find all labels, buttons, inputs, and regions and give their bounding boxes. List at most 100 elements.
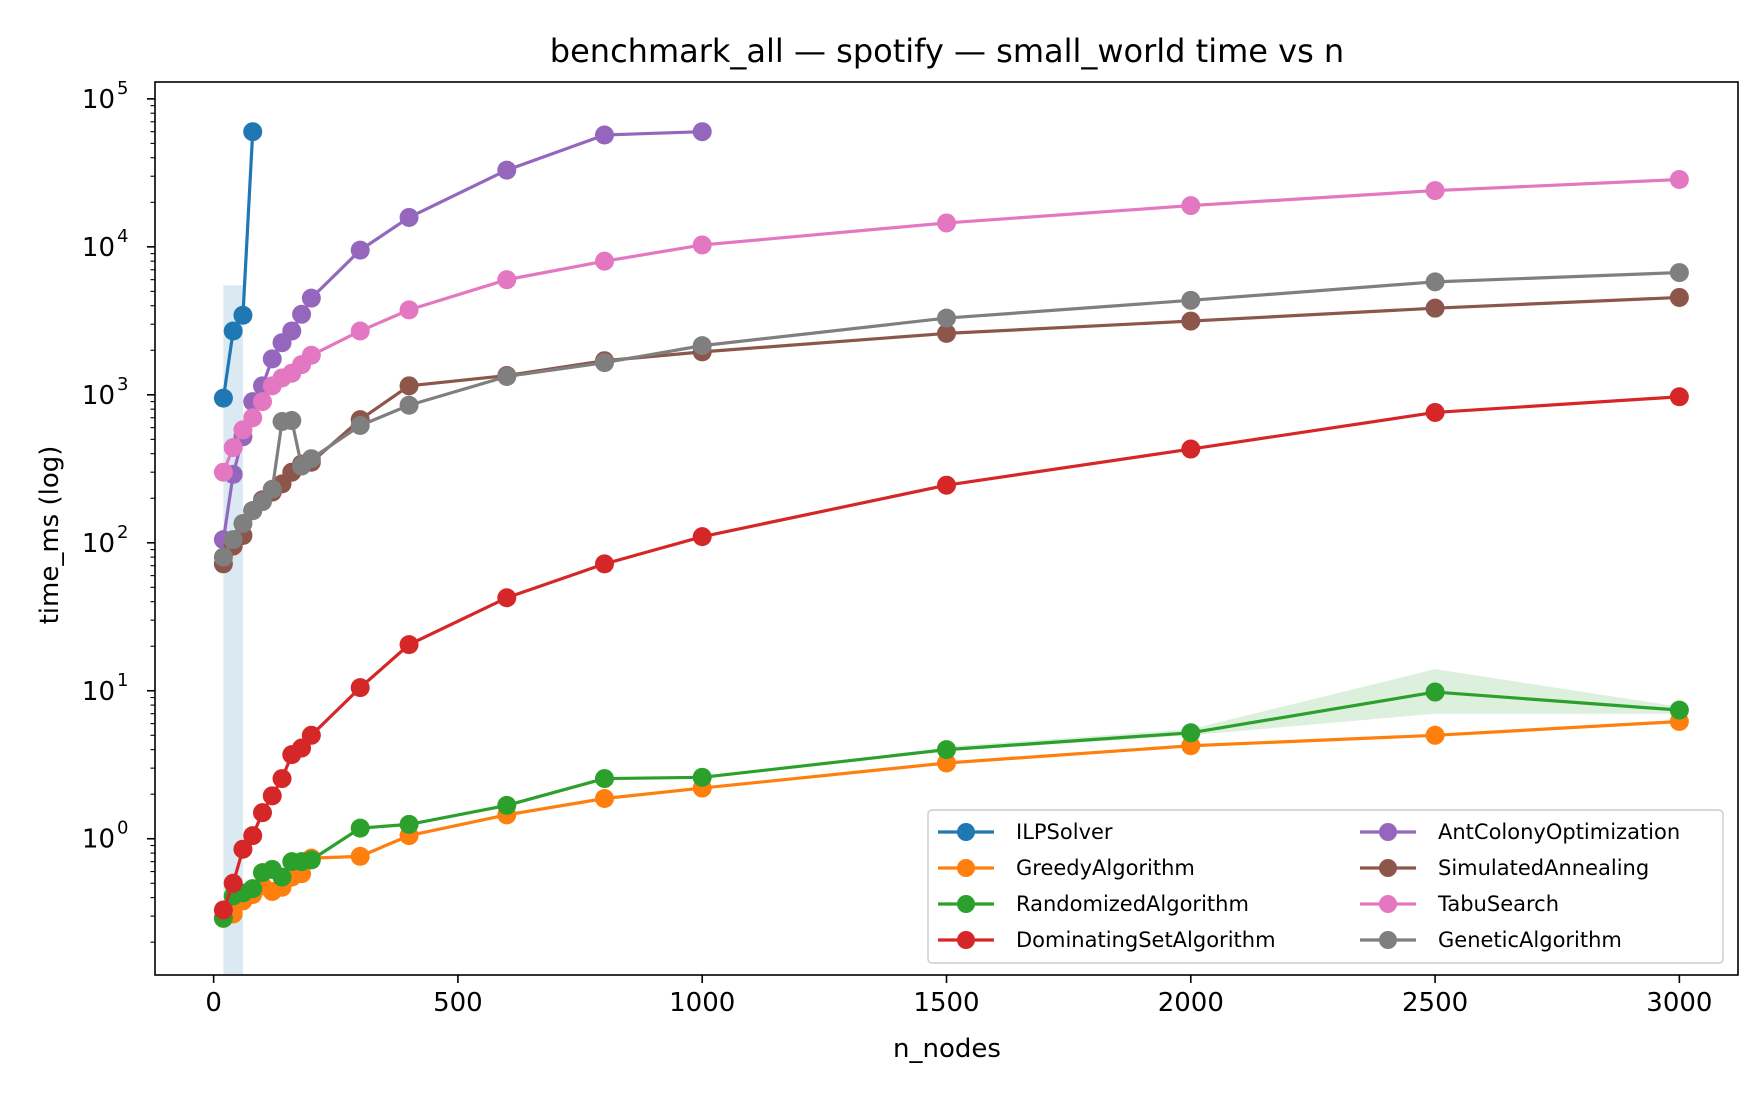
data-point-AntColonyOptimization [594,125,614,145]
data-point-RandomizedAlgorithm [350,818,370,838]
data-point-AntColonyOptimization [262,349,282,369]
x-tick-label: 1500 [913,988,979,1018]
legend-marker [1379,931,1397,949]
series-TabuSearch [213,170,1689,482]
x-tick-label: 3000 [1646,988,1712,1018]
data-point-GreedyAlgorithm [594,789,614,809]
data-point-AntColonyOptimization [350,240,370,260]
series-ILPSolver [213,122,263,408]
data-point-DominatingSetAlgorithm [937,475,956,495]
data-point-DominatingSetAlgorithm [399,635,419,655]
data-point-GeneticAlgorithm [497,366,517,386]
legend-label: AntColonyOptimization [1438,820,1680,844]
data-point-RandomizedAlgorithm [937,740,956,760]
legend-item-GreedyAlgorithm: GreedyAlgorithm [938,856,1195,880]
data-point-TabuSearch [213,462,233,482]
legend-item-RandomizedAlgorithm: RandomizedAlgorithm [938,892,1249,916]
data-point-AntColonyOptimization [399,207,419,227]
x-tick-label: 1000 [669,988,735,1018]
data-point-ILPSolver [243,122,263,142]
data-point-ILPSolver [213,388,233,408]
data-point-GeneticAlgorithm [692,336,712,356]
data-point-RandomizedAlgorithm [399,814,419,834]
data-point-DominatingSetAlgorithm [243,826,263,846]
data-point-DominatingSetAlgorithm [1181,439,1201,459]
data-point-ILPSolver [233,305,253,325]
series-layer [213,122,1689,928]
y-tick-label: 10 [82,825,115,855]
chart-title: benchmark_all — spotify — small_world ti… [550,32,1344,70]
data-point-DominatingSetAlgorithm [1425,402,1445,422]
legend-marker [1379,823,1397,841]
data-point-RandomizedAlgorithm [692,767,712,787]
data-point-GeneticAlgorithm [1425,272,1445,292]
data-point-RandomizedAlgorithm [594,769,614,789]
y-tick-label: 10 [82,85,115,115]
data-point-RandomizedAlgorithm [1669,700,1689,720]
data-point-TabuSearch [594,251,614,271]
legend-label: ILPSolver [1016,820,1113,844]
legend-item-SimulatedAnnealing: SimulatedAnnealing [1360,856,1649,880]
data-point-GeneticAlgorithm [213,547,233,567]
data-point-ILPSolver [223,321,243,341]
y-tick-exponent: 4 [117,226,128,247]
y-tick-label: 10 [82,381,115,411]
legend-item-GeneticAlgorithm: GeneticAlgorithm [1360,928,1622,952]
data-point-DominatingSetAlgorithm [497,588,517,608]
legend-marker [957,823,975,841]
data-point-RandomizedAlgorithm [1181,723,1201,743]
data-point-DominatingSetAlgorithm [692,527,712,547]
data-point-TabuSearch [301,345,321,365]
data-point-DominatingSetAlgorithm [301,725,321,745]
data-point-GeneticAlgorithm [282,411,302,431]
legend-item-ILPSolver: ILPSolver [938,820,1113,844]
data-point-TabuSearch [937,213,956,233]
data-point-GeneticAlgorithm [301,449,321,469]
y-tick-label: 10 [82,233,115,263]
data-point-GeneticAlgorithm [1669,263,1689,283]
data-point-DominatingSetAlgorithm [252,803,272,823]
data-point-TabuSearch [1669,170,1689,190]
series-DominatingSetAlgorithm [213,387,1689,920]
data-point-SimulatedAnnealing [1181,311,1201,331]
legend-label: DominatingSetAlgorithm [1016,928,1276,952]
x-axis-label: n_nodes [893,1034,1001,1064]
data-point-SimulatedAnnealing [1425,298,1445,318]
data-point-SimulatedAnnealing [399,376,419,396]
legend-item-TabuSearch: TabuSearch [1360,892,1559,916]
legend-marker [957,859,975,877]
x-tick-label: 500 [433,988,483,1018]
legend-label: RandomizedAlgorithm [1016,892,1249,916]
legend-label: TabuSearch [1437,892,1559,916]
legend-marker [1379,895,1397,913]
data-point-TabuSearch [497,270,517,290]
x-axis: 0 500 1000 1500 2000 2500 3000 [205,975,1712,1018]
data-point-DominatingSetAlgorithm [350,678,370,698]
data-point-DominatingSetAlgorithm [223,873,243,893]
data-point-TabuSearch [243,408,263,428]
data-point-AntColonyOptimization [692,122,712,142]
data-point-TabuSearch [350,321,370,341]
data-point-GeneticAlgorithm [594,353,614,373]
data-point-RandomizedAlgorithm [272,867,292,887]
data-point-DominatingSetAlgorithm [262,786,282,806]
data-point-TabuSearch [399,300,419,320]
legend-label: GreedyAlgorithm [1016,856,1195,880]
data-point-DominatingSetAlgorithm [233,839,253,859]
data-point-GeneticAlgorithm [223,530,243,550]
band-RandomizedAlgorithm [946,669,1680,752]
data-point-AntColonyOptimization [301,288,321,308]
data-point-TabuSearch [1181,196,1201,216]
x-tick-label: 2000 [1158,988,1224,1018]
data-point-GeneticAlgorithm [350,416,370,436]
data-point-SimulatedAnnealing [937,323,956,343]
y-tick-exponent: 3 [117,374,128,395]
data-point-RandomizedAlgorithm [1425,682,1445,702]
x-tick-label: 0 [205,988,222,1018]
data-point-DominatingSetAlgorithm [1669,387,1689,407]
data-point-RandomizedAlgorithm [497,795,517,815]
y-tick-exponent: 5 [117,78,128,99]
data-point-SimulatedAnnealing [1669,287,1689,307]
data-point-TabuSearch [1425,181,1445,201]
